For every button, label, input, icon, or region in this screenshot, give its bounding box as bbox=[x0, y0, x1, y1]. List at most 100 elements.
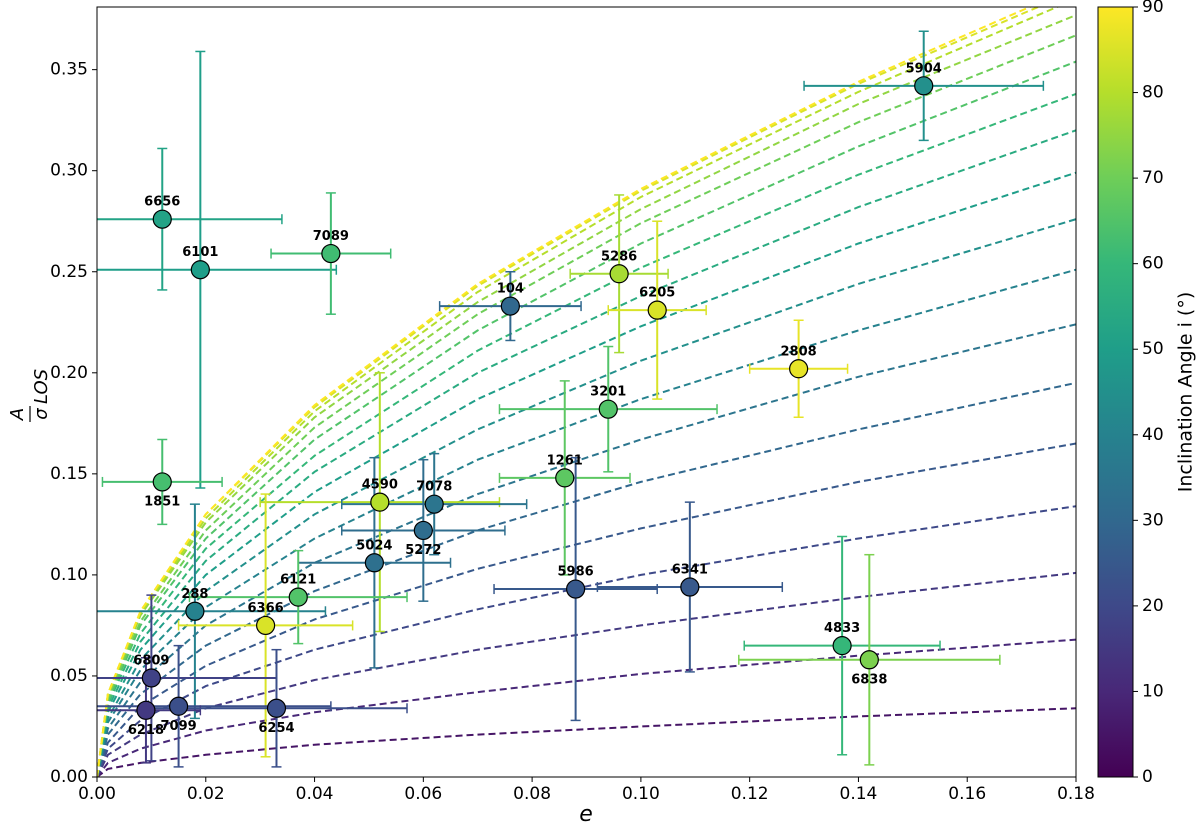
x-tick-label: 0.12 bbox=[731, 784, 769, 804]
point-label: 6809 bbox=[133, 653, 169, 668]
point-label: 6218 bbox=[128, 723, 164, 738]
point bbox=[321, 243, 341, 264]
point-label: 1851 bbox=[144, 494, 180, 509]
x-tick-label: 0.02 bbox=[187, 784, 225, 804]
model-curve bbox=[97, 707, 1076, 777]
point bbox=[609, 264, 629, 284]
point-label: 4590 bbox=[362, 478, 398, 493]
point-label: 5024 bbox=[356, 538, 392, 553]
point-label: 5272 bbox=[405, 543, 441, 558]
point bbox=[789, 359, 809, 379]
y-tick-label: 0.20 bbox=[50, 363, 88, 383]
model-curve bbox=[97, 571, 1076, 777]
point bbox=[598, 399, 618, 419]
point bbox=[288, 587, 308, 607]
point-label: 6656 bbox=[144, 195, 180, 210]
y-label-denominator: σ bbox=[31, 408, 52, 420]
model-curve bbox=[97, 34, 1076, 777]
y-label-numerator: A bbox=[7, 408, 28, 421]
model-curve bbox=[97, 268, 1076, 777]
point bbox=[364, 553, 384, 573]
point-label: 3201 bbox=[590, 385, 626, 400]
point bbox=[832, 636, 852, 656]
point-label: 7078 bbox=[416, 480, 452, 495]
model-curve bbox=[97, 60, 1076, 777]
colorbar-tick-label: 70 bbox=[1142, 168, 1164, 188]
x-tick-label: 0.10 bbox=[622, 784, 660, 804]
point-label: 6101 bbox=[182, 245, 218, 260]
point-label: 5286 bbox=[601, 249, 637, 264]
error-bars bbox=[97, 30, 1045, 768]
point bbox=[647, 300, 667, 320]
model-curve bbox=[97, 218, 1076, 777]
colorbar-tick-label: 10 bbox=[1142, 681, 1164, 701]
point-label: 6838 bbox=[851, 672, 887, 687]
point bbox=[413, 520, 433, 541]
point-label: 6366 bbox=[248, 601, 284, 616]
model-curve bbox=[97, 92, 1076, 777]
colorbar-tick-label: 40 bbox=[1142, 425, 1164, 445]
point-label: 7089 bbox=[313, 229, 349, 244]
y-label-suffix: LOS bbox=[31, 369, 52, 404]
point-label: 2808 bbox=[781, 344, 817, 359]
colorbar-tick-label: 60 bbox=[1142, 254, 1164, 274]
x-tick-label: 0.14 bbox=[840, 784, 878, 804]
point bbox=[859, 650, 879, 670]
model-curve bbox=[97, 323, 1076, 777]
model-curve bbox=[97, 129, 1076, 777]
y-tick-label: 0.35 bbox=[50, 60, 88, 80]
point bbox=[566, 579, 586, 599]
colorbar-tick-label: 50 bbox=[1142, 339, 1164, 359]
y-tick-label: 0.30 bbox=[50, 161, 88, 181]
x-tick-label: 0.06 bbox=[404, 784, 442, 804]
point bbox=[256, 615, 276, 636]
point bbox=[190, 260, 210, 280]
point bbox=[914, 76, 934, 96]
point bbox=[185, 601, 205, 621]
colorbar-tick-label: 0 bbox=[1142, 767, 1153, 787]
model-curve bbox=[97, 381, 1076, 777]
colorbar-tick-label: 80 bbox=[1142, 83, 1164, 103]
y-tick-label: 0.15 bbox=[50, 464, 88, 484]
x-tick-label: 0.16 bbox=[948, 784, 986, 804]
x-tick-label: 0.00 bbox=[78, 784, 116, 804]
point-label: 104 bbox=[497, 282, 524, 297]
model-curve bbox=[97, 7, 1033, 777]
point-label: 5904 bbox=[906, 61, 942, 76]
point bbox=[266, 698, 287, 718]
point bbox=[136, 700, 156, 720]
x-tick-label: 0.18 bbox=[1057, 784, 1095, 804]
model-curve bbox=[97, 442, 1076, 777]
point bbox=[555, 468, 575, 488]
model-curve bbox=[97, 14, 1076, 777]
model-curve bbox=[97, 171, 1076, 777]
point bbox=[370, 492, 390, 512]
y-tick-label: 0.10 bbox=[50, 565, 88, 585]
y-axis-label: A σ LOS bbox=[7, 369, 52, 422]
x-tick-label: 0.08 bbox=[513, 784, 551, 804]
model-curve bbox=[97, 505, 1076, 777]
colorbar bbox=[1097, 6, 1134, 778]
point bbox=[680, 577, 700, 597]
point-label: 6254 bbox=[258, 721, 294, 736]
point bbox=[424, 494, 444, 514]
point bbox=[500, 296, 520, 316]
point-label: 6341 bbox=[672, 563, 708, 578]
point bbox=[152, 472, 172, 492]
point bbox=[152, 209, 172, 229]
y-tick-label: 0.05 bbox=[50, 666, 88, 686]
x-axis-label: e bbox=[579, 802, 593, 827]
model-curves bbox=[97, 7, 1076, 777]
y-tick-label: 0.25 bbox=[50, 262, 88, 282]
colorbar-tick-label: 20 bbox=[1142, 596, 1164, 616]
colorbar-label: Inclination Angle i (°) bbox=[1175, 292, 1197, 493]
point-label: 6121 bbox=[280, 573, 316, 588]
point-label: 1261 bbox=[547, 453, 583, 468]
point bbox=[141, 668, 161, 688]
point-label: 288 bbox=[181, 587, 208, 602]
x-tick-label: 0.04 bbox=[296, 784, 334, 804]
colorbar-tick-label: 90 bbox=[1142, 0, 1164, 17]
point-label: 4833 bbox=[824, 621, 860, 636]
points: 5904 6656 6101 7089 1851 104 5286 6205 2808 3201 1… bbox=[128, 61, 942, 737]
